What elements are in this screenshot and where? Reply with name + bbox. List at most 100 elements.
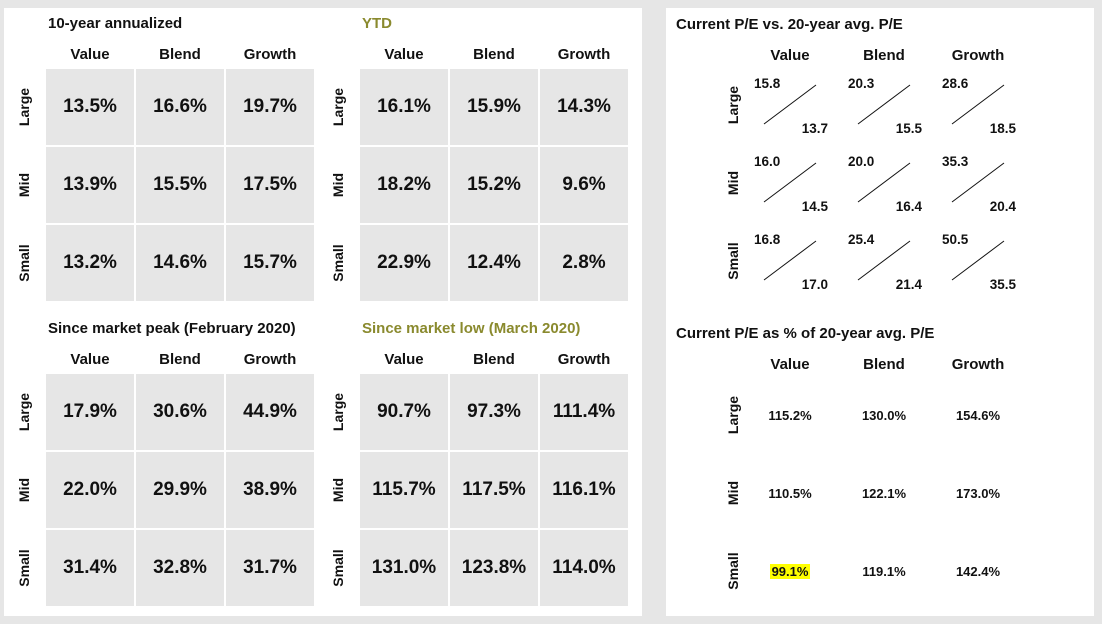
ytd-col-blend: Blend bbox=[473, 46, 515, 63]
current-p-e-vs-20-year-avg-p-e-cell: 35.3 20.4 bbox=[934, 146, 1022, 220]
current-p-e-as-of-20-year-avg-p-e-title: Current P/E as % of 20-year avg. P/E bbox=[676, 325, 935, 342]
current-p-e-vs-20-year-avg-p-e-cell: 15.8 13.7 bbox=[746, 68, 834, 142]
10-year-annualized-row-large: Large bbox=[16, 87, 32, 127]
current-pe-value: 20.0 bbox=[848, 154, 875, 169]
ytd-cell: 22.9% bbox=[360, 225, 448, 301]
current-p-e-as-of-20-year-avg-p-e-col-value: Value bbox=[770, 356, 810, 373]
average-pe-value: 21.4 bbox=[895, 277, 922, 292]
pe-percent-value: 130.0% bbox=[861, 407, 907, 423]
current-p-e-vs-20-year-avg-p-e-title: Current P/E vs. 20-year avg. P/E bbox=[676, 16, 903, 33]
since-market-peak-february-2020-title: Since market peak (February 2020) bbox=[48, 320, 296, 337]
ytd-cell: 18.2% bbox=[360, 147, 448, 223]
average-pe-value: 18.5 bbox=[989, 121, 1016, 136]
since-market-low-march-2020-cell: 90.7% bbox=[360, 374, 448, 450]
pe-cell-divider bbox=[857, 240, 911, 281]
average-pe-value: 16.4 bbox=[895, 199, 922, 214]
pe-percent-value: 110.5% bbox=[768, 485, 812, 501]
current-p-e-as-of-20-year-avg-p-e-row-large: Large bbox=[725, 395, 741, 435]
average-pe-value: 20.4 bbox=[989, 199, 1016, 214]
since-market-low-march-2020-cell: 111.4% bbox=[540, 374, 628, 450]
pe-divider-line bbox=[857, 84, 911, 125]
10-year-annualized-cell: 16.6% bbox=[136, 69, 224, 145]
current-p-e-as-of-20-year-avg-p-e-cell: 142.4% bbox=[934, 534, 1022, 608]
since-market-low-march-2020-col-value: Value bbox=[384, 351, 424, 368]
since-market-low-march-2020-cell: 115.7% bbox=[360, 452, 448, 528]
since-market-low-march-2020-cell: 116.1% bbox=[540, 452, 628, 528]
10-year-annualized-title: 10-year annualized bbox=[48, 15, 183, 32]
since-market-low-march-2020-row-large: Large bbox=[330, 392, 346, 432]
current-p-e-vs-20-year-avg-p-e-row-large: Large bbox=[725, 85, 741, 125]
since-market-peak-february-2020-col-blend: Blend bbox=[159, 351, 201, 368]
pe-divider-line bbox=[763, 84, 817, 125]
since-market-low-march-2020-col-blend: Blend bbox=[473, 351, 515, 368]
10-year-annualized-cell: 15.7% bbox=[226, 225, 314, 301]
current-p-e-vs-20-year-avg-p-e-cell: 28.6 18.5 bbox=[934, 68, 1022, 142]
returns-panel: 10-year annualized Value Blend Growth Large 1… bbox=[4, 8, 642, 616]
pe-cell-divider bbox=[763, 240, 817, 281]
since-market-low-march-2020-title: Since market low (March 2020) bbox=[362, 320, 581, 337]
pe-cell-divider bbox=[951, 84, 1005, 125]
current-pe-value: 16.0 bbox=[754, 154, 781, 169]
since-market-peak-february-2020-col-growth: Growth bbox=[243, 351, 297, 368]
highlighted-pe-percent-value: 99.1% bbox=[769, 563, 811, 579]
current-p-e-vs-20-year-avg-p-e-cell: 20.0 16.4 bbox=[840, 146, 928, 220]
pe-divider-line bbox=[763, 240, 817, 281]
10-year-annualized-row-mid: Mid bbox=[16, 172, 32, 198]
ytd-cell: 14.3% bbox=[540, 69, 628, 145]
current-pe-value: 16.8 bbox=[754, 232, 781, 247]
ytd-title: YTD bbox=[362, 15, 392, 32]
since-market-peak-february-2020-cell: 22.0% bbox=[46, 452, 134, 528]
pe-cell-divider bbox=[763, 162, 817, 203]
ytd-row-mid: Mid bbox=[330, 172, 346, 198]
since-market-low-march-2020-cell: 114.0% bbox=[540, 530, 628, 606]
since-market-low-march-2020-cell: 117.5% bbox=[450, 452, 538, 528]
current-p-e-as-of-20-year-avg-p-e-col-growth: Growth bbox=[951, 356, 1005, 373]
10-year-annualized-cell: 13.9% bbox=[46, 147, 134, 223]
since-market-peak-february-2020-row-small: Small bbox=[16, 549, 32, 587]
pe-cell-divider bbox=[857, 162, 911, 203]
ytd-row-small: Small bbox=[330, 244, 346, 282]
valuations-panel: Current P/E vs. 20-year avg. P/E Value Ble… bbox=[666, 8, 1094, 616]
pe-cell-divider bbox=[763, 84, 817, 125]
current-p-e-vs-20-year-avg-p-e-col-blend: Blend bbox=[863, 47, 905, 64]
current-p-e-vs-20-year-avg-p-e-col-value: Value bbox=[770, 47, 810, 64]
since-market-peak-february-2020-col-value: Value bbox=[70, 351, 110, 368]
pe-cell-divider bbox=[951, 240, 1005, 281]
pe-percent-value: 122.1% bbox=[861, 485, 907, 501]
current-pe-value: 20.3 bbox=[848, 76, 875, 91]
current-pe-value: 15.8 bbox=[754, 76, 781, 91]
10-year-annualized-cell: 13.2% bbox=[46, 225, 134, 301]
average-pe-value: 35.5 bbox=[989, 277, 1016, 292]
current-p-e-vs-20-year-avg-p-e-cell: 20.3 15.5 bbox=[840, 68, 928, 142]
ytd-col-growth: Growth bbox=[557, 46, 611, 63]
current-p-e-as-of-20-year-avg-p-e-cell: 130.0% bbox=[840, 378, 928, 452]
current-p-e-vs-20-year-avg-p-e-row-small: Small bbox=[725, 242, 741, 280]
current-p-e-vs-20-year-avg-p-e-cell: 16.0 14.5 bbox=[746, 146, 834, 220]
since-market-peak-february-2020-cell: 38.9% bbox=[226, 452, 314, 528]
pe-percent-value: 173.0% bbox=[955, 485, 1001, 501]
ytd-cell: 12.4% bbox=[450, 225, 538, 301]
since-market-peak-february-2020-cell: 29.9% bbox=[136, 452, 224, 528]
current-p-e-as-of-20-year-avg-p-e-cell: 154.6% bbox=[934, 378, 1022, 452]
10-year-annualized-cell: 15.5% bbox=[136, 147, 224, 223]
current-p-e-vs-20-year-avg-p-e-cell: 25.4 21.4 bbox=[840, 224, 928, 298]
current-pe-value: 35.3 bbox=[942, 154, 969, 169]
current-p-e-as-of-20-year-avg-p-e-cell: 99.1% bbox=[746, 534, 834, 608]
since-market-low-march-2020-col-growth: Growth bbox=[557, 351, 611, 368]
10-year-annualized-col-growth: Growth bbox=[243, 46, 297, 63]
ytd-cell: 15.2% bbox=[450, 147, 538, 223]
current-p-e-as-of-20-year-avg-p-e-row-small: Small bbox=[725, 552, 741, 590]
pe-cell-divider bbox=[857, 84, 911, 125]
average-pe-value: 13.7 bbox=[801, 121, 828, 136]
current-p-e-as-of-20-year-avg-p-e-col-blend: Blend bbox=[863, 356, 905, 373]
pe-divider-line bbox=[951, 162, 1005, 203]
10-year-annualized-col-value: Value bbox=[70, 46, 110, 63]
pe-percent-value: 115.2% bbox=[768, 407, 812, 423]
10-year-annualized-cell: 13.5% bbox=[46, 69, 134, 145]
pe-percent-value: 119.1% bbox=[862, 563, 906, 579]
ytd-row-large: Large bbox=[330, 87, 346, 127]
pe-divider-line bbox=[951, 240, 1005, 281]
current-p-e-as-of-20-year-avg-p-e-row-mid: Mid bbox=[725, 480, 741, 506]
10-year-annualized-row-small: Small bbox=[16, 244, 32, 282]
since-market-low-march-2020-cell: 123.8% bbox=[450, 530, 538, 606]
